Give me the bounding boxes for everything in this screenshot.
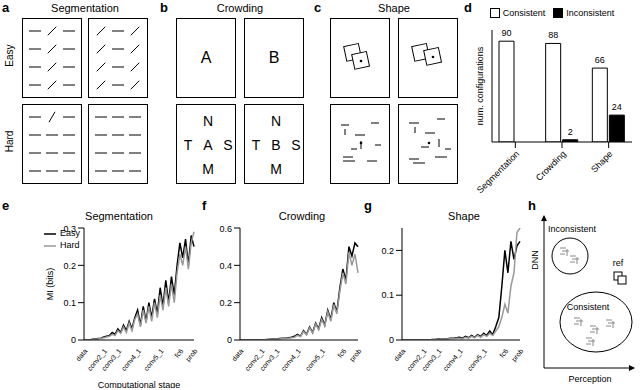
svg-text:N: N: [203, 113, 213, 129]
svg-text:conv5_1: conv5_1: [466, 347, 489, 372]
svg-text:2: 2: [568, 127, 573, 137]
svg-text:data: data: [74, 347, 88, 362]
svg-text:conv3_1: conv3_1: [100, 347, 123, 372]
svg-text:conv5_1: conv5_1: [304, 347, 327, 372]
svg-text:fc6: fc6: [498, 347, 509, 359]
svg-text:Inconsistent: Inconsistent: [548, 224, 597, 234]
svg-text:Shape: Shape: [589, 149, 614, 174]
svg-text:Segmentation: Segmentation: [475, 149, 521, 195]
svg-text:M: M: [202, 161, 214, 177]
svg-text:prob: prob: [184, 347, 199, 363]
svg-text:66: 66: [595, 55, 605, 65]
svg-text:T: T: [184, 137, 193, 153]
svg-text:data: data: [392, 347, 406, 362]
svg-text:num. configurations: num. configurations: [475, 46, 485, 125]
svg-text:prob: prob: [510, 347, 525, 363]
svg-text:Computational stage: Computational stage: [98, 380, 181, 388]
svg-text:S: S: [223, 137, 232, 153]
svg-text:A: A: [203, 137, 213, 153]
svg-text:90: 90: [501, 28, 511, 38]
svg-text:S: S: [291, 137, 300, 153]
svg-text:MI (bits): MI (bits): [45, 268, 55, 301]
svg-text:data: data: [230, 347, 244, 362]
svg-text:0: 0: [71, 335, 76, 345]
svg-text:0: 0: [389, 335, 394, 345]
svg-text:0.2: 0.2: [219, 298, 232, 308]
svg-text:N: N: [271, 113, 281, 129]
svg-text:conv4_1: conv4_1: [442, 347, 465, 372]
svg-text:T: T: [252, 137, 261, 153]
svg-text:prob: prob: [348, 347, 363, 363]
svg-text:DNN: DNN: [530, 250, 540, 270]
svg-text:0.4: 0.4: [219, 261, 232, 271]
svg-text:conv4_1: conv4_1: [280, 347, 303, 372]
svg-text:0.2: 0.2: [64, 261, 77, 271]
svg-text:B: B: [271, 137, 280, 153]
svg-text:M: M: [270, 161, 282, 177]
svg-text:0.3: 0.3: [64, 224, 77, 234]
svg-text:0: 0: [227, 335, 232, 345]
svg-text:conv5_1: conv5_1: [142, 347, 165, 372]
svg-text:conv4_1: conv4_1: [120, 347, 143, 372]
svg-text:0.2: 0.2: [381, 246, 394, 256]
svg-text:conv3_1: conv3_1: [421, 347, 444, 372]
svg-text:fc6: fc6: [173, 347, 184, 359]
svg-text:fc6: fc6: [336, 347, 347, 359]
svg-text:0.1: 0.1: [64, 298, 77, 308]
svg-text:88: 88: [548, 30, 558, 40]
svg-text:Crowding: Crowding: [534, 149, 568, 183]
svg-text:24: 24: [612, 102, 622, 112]
svg-text:0.1: 0.1: [381, 290, 394, 300]
svg-text:Perception: Perception: [568, 374, 611, 384]
svg-text:conv3_1: conv3_1: [259, 347, 282, 372]
svg-text:0.6: 0.6: [219, 224, 232, 234]
svg-text:ref: ref: [613, 258, 624, 268]
svg-text:Consistent: Consistent: [567, 302, 610, 312]
